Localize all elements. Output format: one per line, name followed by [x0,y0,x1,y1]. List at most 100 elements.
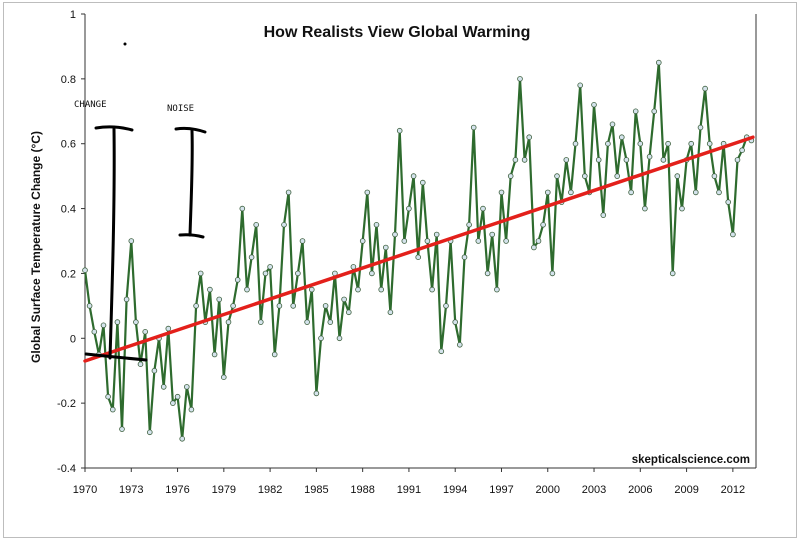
temperature-point [86,303,93,309]
temperature-point [517,76,523,82]
temperature-point [123,296,130,303]
temperature-point [623,157,630,163]
y-tick-label: 0.4 [61,204,76,216]
temperature-point [253,222,260,228]
y-tick-label: 0.6 [61,139,76,151]
temperature-point [160,384,167,390]
noise-bracket-top [174,126,207,134]
temperature-point [443,303,449,309]
chart-frame: How Realists View Global Warming Global … [3,2,797,538]
temperature-point [632,108,639,115]
temperature-point [239,205,246,212]
temperature-point [415,254,422,261]
temperature-point [308,286,315,293]
data-series [82,59,755,442]
temperature-point [568,189,574,196]
temperature-point [128,238,135,244]
temperature-point [706,140,713,147]
x-tick-label: 1979 [212,484,236,496]
temperature-point [605,140,611,147]
temperature-point [637,140,644,147]
y-tick-label: 0.8 [61,74,76,86]
temperature-point [531,244,537,251]
x-tick-label: 1976 [165,484,189,496]
temperature-point [734,157,741,163]
temperature-point [692,189,699,196]
x-tick-label: 2000 [536,484,560,496]
temperature-point [419,179,426,186]
stray-dot [123,42,127,46]
temperature-point [424,238,431,244]
temperature-point [396,127,403,134]
temperature-point [105,393,111,400]
temperature-point [207,286,213,293]
temperature-point [114,319,121,325]
x-tick-label: 1988 [350,484,374,496]
temperature-point [257,319,264,325]
change-bracket-line [108,127,116,360]
temperature-point [248,254,255,261]
temperature-point [480,205,486,212]
temperature-point [470,124,477,131]
temperature-point [142,328,149,335]
temperature-point [299,238,306,244]
temperature-point [401,238,408,244]
temperature-point [475,238,482,244]
change-bracket-bottom [84,352,148,362]
temperature-point [646,153,653,160]
temperature-point [271,351,278,358]
temperature-point [216,296,223,303]
temperature-point [642,205,648,212]
temperature-point [507,173,514,179]
temperature-point [100,322,107,329]
temperature-point [540,222,546,228]
x-tick-label: 1991 [397,484,421,496]
noise-bracket-line [188,129,194,237]
temperature-point [188,406,195,413]
temperature-point [137,361,144,368]
temperature-point [438,348,445,355]
temperature-point [336,335,343,342]
y-tick-label: 1 [70,9,76,21]
x-tick-label: 1985 [304,484,328,496]
temperature-point [600,212,607,218]
y-tick-label: 0.2 [61,268,76,280]
y-axis-label: Global Surface Temperature Change (°C) [29,131,43,363]
temperature-chart: How Realists View Global Warming Global … [29,9,757,496]
annotations: CHANGE NOISE [74,42,207,362]
temperature-point [563,157,570,163]
change-bracket-top [94,125,134,132]
temperature-point [609,121,616,128]
temperature-point [170,400,176,406]
temperature-point [466,222,472,228]
temperature-point [119,426,125,432]
temperature-point [262,270,269,277]
temperature-point [503,238,509,244]
temperature-point [285,189,292,196]
temperature-point [350,264,357,270]
temperature-point [211,351,218,358]
temperature-point [498,189,505,196]
temperature-point [230,303,236,309]
temperature-point [341,296,347,303]
temperature-point [174,393,181,400]
temperature-point [572,140,579,147]
temperature-point [110,406,116,413]
temperature-point [688,140,694,147]
temperature-point [225,319,232,325]
annotation-change-label: CHANGE [74,100,107,110]
temperature-point [147,429,153,436]
temperature-point [364,189,371,196]
temperature-point [591,102,597,108]
temperature-point [665,140,671,147]
temperature-point [406,205,412,212]
temperature-point [494,286,500,293]
y-axis-ticks: -0.4 -0.2 0 0.2 0.4 0.6 0.8 1 [57,9,85,475]
temperature-point [456,341,463,348]
chart-title: How Realists View Global Warming [264,24,531,41]
temperature-point [697,124,704,131]
temperature-point [614,173,620,179]
temperature-point [618,134,625,141]
temperature-point [595,157,602,163]
y-tick-label: -0.2 [57,398,76,410]
